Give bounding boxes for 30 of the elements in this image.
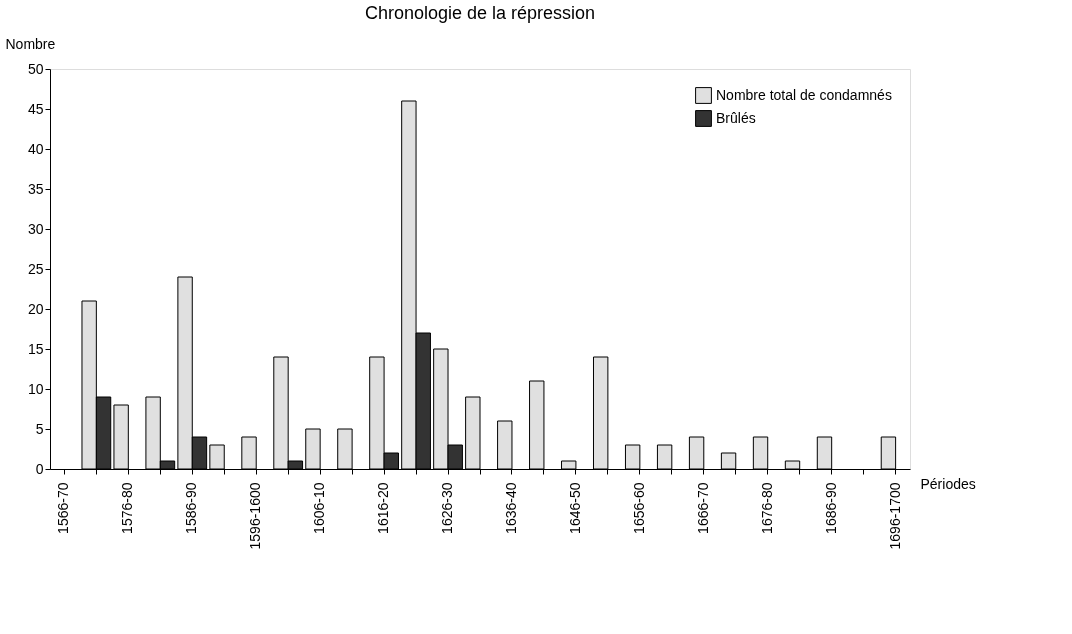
- x-tick-label: 1686-90: [822, 482, 839, 534]
- chart-title: Chronologie de la répression: [364, 3, 596, 23]
- legend-label: Nombre total de condamnés: [716, 86, 892, 103]
- x-tick-label: 1626-30: [439, 482, 456, 534]
- y-tick-label: 0: [35, 460, 44, 477]
- y-tick-label: 40: [27, 140, 44, 157]
- x-tick-label: 1566-70: [55, 482, 72, 534]
- x-tick-label: 1666-70: [694, 482, 711, 534]
- y-tick-label: 30: [27, 220, 44, 237]
- y-tick-label: 10: [27, 380, 44, 397]
- y-tick-label: 50: [27, 60, 44, 77]
- y-axis-title: Nombre: [5, 35, 56, 52]
- x-tick-label: 1636-40: [502, 482, 519, 534]
- y-tick-label: 20: [27, 300, 44, 317]
- x-axis-title: Périodes: [920, 475, 976, 492]
- x-tick-label: 1696-1700: [886, 482, 903, 550]
- y-tick-label: 5: [35, 420, 44, 437]
- x-tick-label: 1576-80: [119, 482, 136, 534]
- x-tick-label: 1646-50: [566, 482, 583, 534]
- x-tick-label: 1656-60: [630, 482, 647, 534]
- x-tick-label: 1616-20: [375, 482, 392, 534]
- x-tick-label: 1606-10: [311, 482, 328, 534]
- x-tick-label: 1596-1600: [247, 482, 264, 550]
- x-tick-label: 1676-80: [758, 482, 775, 534]
- legend-label: Brûlés: [716, 109, 756, 126]
- y-tick-label: 25: [27, 260, 44, 277]
- y-tick-label: 15: [27, 340, 44, 357]
- x-tick-label: 1586-90: [183, 482, 200, 534]
- y-tick-label: 35: [27, 180, 44, 197]
- y-tick-label: 45: [27, 100, 44, 117]
